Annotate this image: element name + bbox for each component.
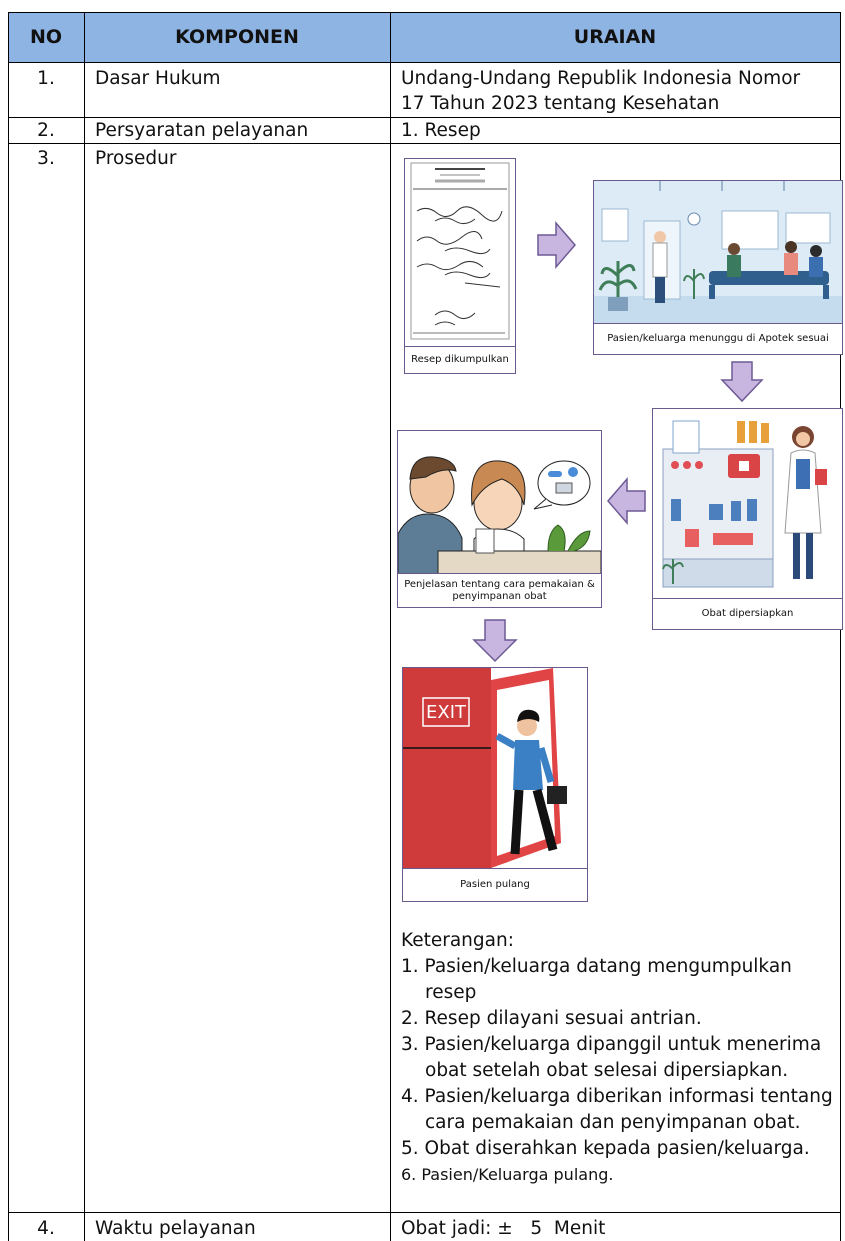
row-komponen: Prosedur (95, 148, 177, 169)
figure-caption: Pasien pulang (403, 868, 587, 901)
row-no: 3. (37, 148, 55, 169)
header-row (8, 12, 840, 62)
row-no: 1. (37, 68, 55, 89)
header-cell: URAIAN (573, 26, 657, 48)
arrow (472, 619, 518, 663)
keterangan-item: 4. Pasien/keluarga diberikan informasi t… (401, 1086, 833, 1133)
waiting-room-illustration (594, 181, 842, 324)
row-komponen: Persyaratan pelayanan (95, 120, 309, 141)
arrow (607, 476, 646, 526)
keterangan-item: 1. Pasien/keluarga datang mengumpulkan r… (401, 956, 792, 1003)
border (8, 12, 841, 13)
row-komponen: Dasar Hukum (95, 68, 221, 89)
row-uraian: Undang-Undang Republik Indonesia Nomor (401, 68, 801, 89)
keterangan-title: Keterangan: (401, 930, 514, 951)
border (8, 1212, 841, 1213)
figure: EXIT Pasien pulang (402, 667, 588, 902)
header-cell: KOMPONEN (175, 26, 299, 48)
keterangan-item: 6. Pasien/Keluarga pulang. (401, 1165, 614, 1184)
arrow (720, 361, 764, 403)
row-komponen: Waktu pelayanan (95, 1218, 256, 1239)
keterangan: Keterangan: 1. Pasien/keluarga datang me… (401, 928, 841, 1188)
row-uraian: 1. Resep (401, 120, 481, 141)
row-uraian: Obat jadi: ± 5 Menit (401, 1218, 606, 1239)
border (390, 12, 391, 1241)
row-no: 2. (37, 120, 55, 141)
border (8, 12, 9, 1241)
prescription-illustration (410, 162, 510, 340)
keterangan-item: 3. Pasien/keluarga dipanggil untuk mener… (401, 1034, 822, 1081)
row-no: 4. (37, 1218, 55, 1239)
exit-sign: EXIT (426, 702, 467, 723)
figure: Obat dipersiapkan (652, 408, 843, 630)
border (84, 12, 85, 1241)
row-uraian: 17 Tahun 2023 tentang Kesehatan (401, 93, 720, 114)
exit-illustration: EXIT (403, 668, 587, 868)
consultation-illustration (398, 431, 601, 574)
figure-caption: Penjelasan tentang cara pemakaian & peny… (398, 573, 601, 607)
figure-caption: Resep dikumpulkan (405, 346, 515, 373)
arrow (537, 220, 576, 270)
header-cell: NO (29, 26, 63, 48)
border (8, 143, 841, 144)
figure: Pasien/keluarga menunggu di Apotek sesua… (593, 180, 843, 355)
keterangan-item: 5. Obat diserahkan kepada pasien/keluarg… (401, 1138, 810, 1159)
border (8, 117, 841, 118)
figure: Penjelasan tentang cara pemakaian & peny… (397, 430, 602, 608)
figure-caption: Pasien/keluarga menunggu di Apotek sesua… (594, 323, 842, 354)
keterangan-item: 2. Resep dilayani sesuai antrian. (401, 1008, 702, 1029)
figure-caption: Obat dipersiapkan (653, 598, 842, 629)
figure: Resep dikumpulkan (404, 158, 516, 374)
pharmacy-illustration (662, 420, 827, 588)
border (8, 62, 841, 63)
